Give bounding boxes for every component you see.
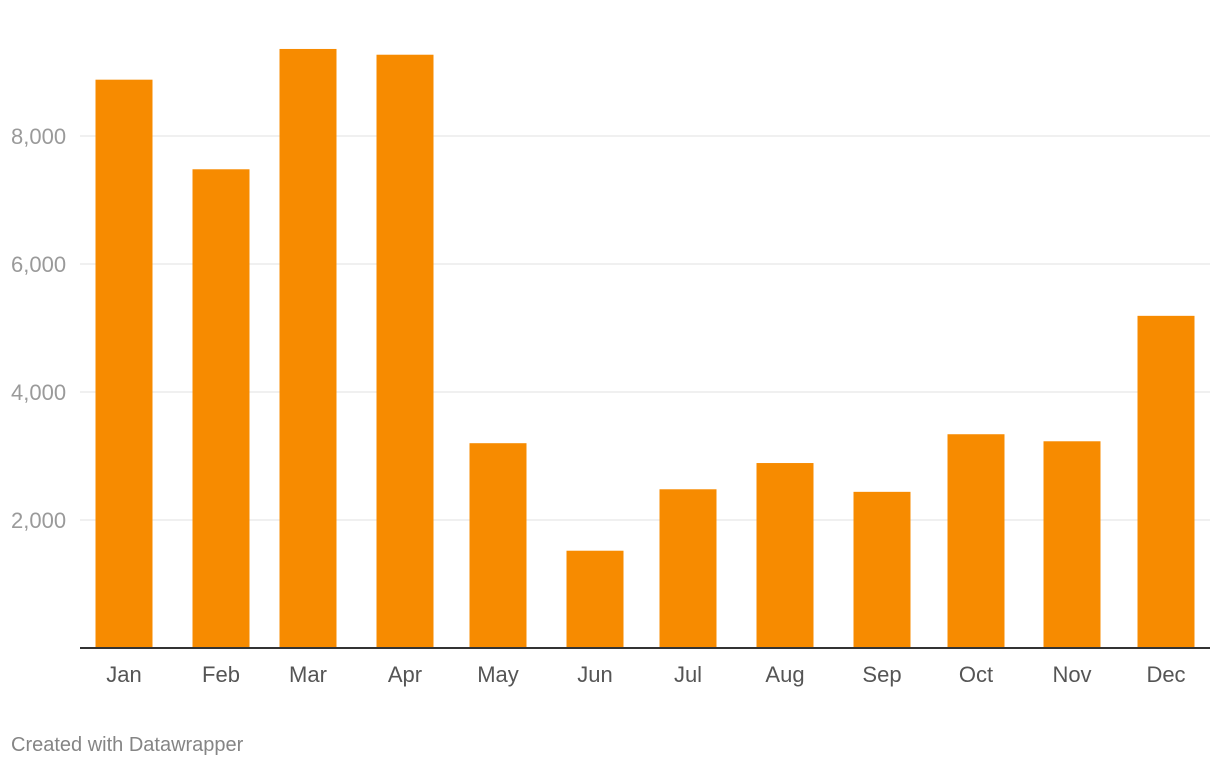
x-tick-label: May xyxy=(477,662,519,687)
gridlines xyxy=(80,135,1210,521)
bar-jul[interactable] xyxy=(659,489,717,648)
bar-mar[interactable] xyxy=(279,48,337,648)
x-tick-label: Jun xyxy=(577,662,612,687)
bar-oct[interactable] xyxy=(947,434,1005,648)
bar-jan[interactable] xyxy=(95,79,153,649)
y-tick-label: 6,000 xyxy=(11,252,66,277)
x-tick-label: Oct xyxy=(959,662,993,687)
bar-dec[interactable] xyxy=(1137,315,1195,648)
bar-feb[interactable] xyxy=(192,169,250,648)
x-tick-label: Apr xyxy=(388,662,422,687)
x-tick-label: Jul xyxy=(674,662,702,687)
x-tick-label: Dec xyxy=(1146,662,1185,687)
y-tick-label: 2,000 xyxy=(11,508,66,533)
bars xyxy=(95,48,1195,649)
x-tick-label: Nov xyxy=(1052,662,1091,687)
x-tick-label: Feb xyxy=(202,662,240,687)
y-tick-label: 8,000 xyxy=(11,124,66,149)
bar-aug[interactable] xyxy=(756,463,814,648)
x-tick-label: Aug xyxy=(765,662,804,687)
y-axis-ticks: 2,000 4,000 6,000 8,000 xyxy=(11,124,66,533)
bar-nov[interactable] xyxy=(1043,441,1101,648)
x-tick-label: Mar xyxy=(289,662,327,687)
bar-jun[interactable] xyxy=(566,550,624,648)
bar-may[interactable] xyxy=(469,443,527,648)
bar-apr[interactable] xyxy=(376,54,434,649)
x-axis-ticks: Jan Feb Mar Apr May Jun Jul Aug Sep Oct Nov Dec xyxy=(106,662,1185,687)
bar-sep[interactable] xyxy=(853,491,911,648)
x-tick-label: Jan xyxy=(106,662,141,687)
datawrapper-credit[interactable]: Created with Datawrapper xyxy=(11,734,244,756)
x-tick-label: Sep xyxy=(862,662,901,687)
y-tick-label: 4,000 xyxy=(11,380,66,405)
